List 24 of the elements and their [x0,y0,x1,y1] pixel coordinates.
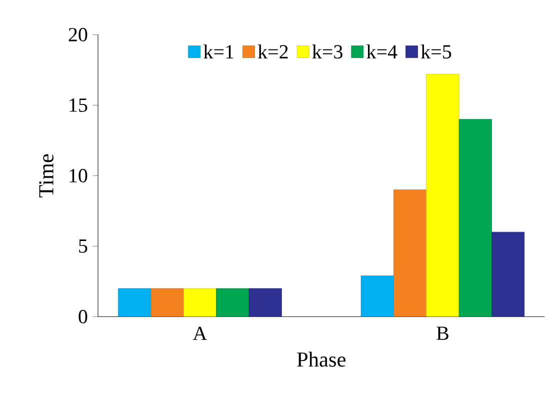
x-tick-label: B [436,326,448,340]
legend-label: k=2 [258,44,288,58]
bar [216,288,250,317]
y-tick-label: 20 [68,28,88,42]
legend-label: k=1 [204,44,234,58]
bar [118,288,152,317]
y-tick-label: 0 [78,310,88,324]
bar [183,288,216,317]
y-tick-label: 5 [79,240,88,253]
bar [150,288,184,317]
bar [394,190,427,317]
legend-label: k=5 [420,44,452,59]
y-tick-label: 15 [70,98,88,112]
bar [360,276,394,317]
legend-label: k=3 [312,44,342,59]
x-axis-title: Phase [297,352,346,367]
x-tick-label: A [192,326,208,340]
bar [458,119,492,317]
bar [248,288,282,317]
legend-label: k=4 [366,44,398,58]
y-tick-label: 10 [70,168,88,182]
y-axis-title: Time [39,154,54,198]
bar [492,232,525,317]
bar [426,74,460,317]
